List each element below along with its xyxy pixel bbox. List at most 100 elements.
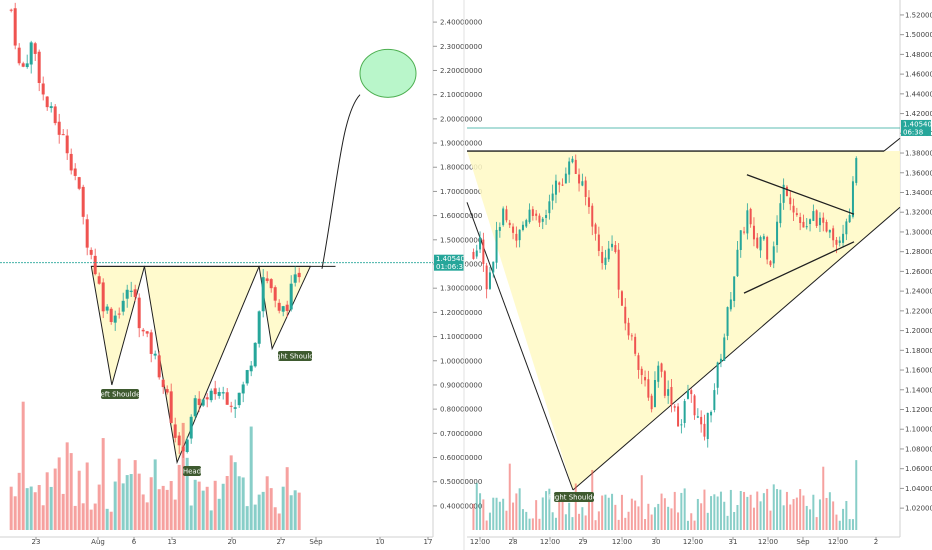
- candle-body: [525, 220, 528, 227]
- annotation-badge: [278, 351, 312, 361]
- candle-body: [281, 306, 285, 312]
- volume-bar: [815, 517, 818, 530]
- candle-body: [125, 289, 129, 299]
- volume-bar: [746, 496, 749, 530]
- candle-body: [25, 63, 29, 68]
- volume-bar: [845, 500, 848, 530]
- candle-body: [518, 229, 521, 241]
- candle-body: [482, 239, 485, 264]
- volume-bar: [779, 489, 782, 530]
- volume-bar: [502, 498, 505, 530]
- candle-body: [97, 276, 101, 284]
- candle-body: [237, 392, 241, 406]
- volume-bar: [157, 489, 161, 530]
- volume-bar: [828, 492, 831, 530]
- candle-body: [855, 158, 858, 183]
- candle-body: [229, 405, 233, 407]
- candle-body: [21, 63, 25, 67]
- candle-body: [109, 308, 113, 323]
- volume-bar: [693, 520, 696, 530]
- candle-body: [739, 230, 742, 250]
- volume-bar: [169, 481, 173, 530]
- volume-bar: [617, 519, 620, 530]
- x-tick-label: 12:00: [612, 538, 632, 546]
- volume-bar: [644, 519, 647, 530]
- volume-bar: [554, 517, 557, 530]
- candle-body: [269, 279, 273, 289]
- volume-bar: [475, 483, 478, 530]
- volume-bar: [285, 467, 289, 530]
- candle-body: [795, 213, 798, 216]
- volume-bar: [257, 494, 261, 530]
- candle-body: [73, 168, 77, 176]
- volume-bar: [69, 453, 73, 530]
- candle-body: [185, 439, 189, 452]
- candle-body: [805, 226, 808, 228]
- volume-bar: [293, 490, 297, 530]
- volume-bar: [657, 503, 660, 530]
- y-tick-label: 1.22000000: [905, 307, 932, 315]
- volume-bar: [719, 491, 722, 530]
- volume-bar: [153, 459, 157, 530]
- candle-body: [561, 184, 564, 186]
- candle-body: [41, 83, 45, 95]
- y-tick-label: 1.30000000: [905, 228, 932, 236]
- volume-bar: [802, 495, 805, 530]
- y-tick-label: 1.50000000: [905, 31, 932, 39]
- volume-bar: [161, 485, 165, 530]
- volume-bar: [125, 475, 129, 530]
- volume-bar: [561, 496, 564, 530]
- volume-bar: [217, 498, 221, 530]
- volume-bar: [29, 486, 33, 530]
- candle-body: [620, 291, 623, 306]
- candle-body: [713, 390, 716, 410]
- candle-body: [541, 218, 544, 222]
- candle-body: [531, 209, 534, 216]
- candle-body: [581, 181, 584, 186]
- candle-body: [818, 217, 821, 226]
- volume-bar: [792, 499, 795, 530]
- candle-body: [624, 306, 627, 324]
- last-price-badge: [901, 119, 931, 136]
- volume-bar: [521, 509, 524, 530]
- x-tick-label: 28: [509, 538, 518, 546]
- candle-body: [205, 397, 209, 400]
- volume-bar: [538, 518, 541, 530]
- volume-bar: [785, 491, 788, 530]
- candle-body: [121, 300, 125, 312]
- volume-bar: [281, 486, 285, 530]
- annotation-label: Head: [183, 468, 201, 476]
- volume-bar: [703, 489, 706, 530]
- candle-body: [848, 215, 851, 223]
- annotation-badge: [101, 389, 139, 399]
- volume-bar: [611, 493, 614, 530]
- y-tick-label: 1.08000000: [905, 445, 932, 453]
- y-tick-label: 1.70000000: [440, 188, 482, 196]
- candle-body: [842, 233, 845, 243]
- countdown-label: 06:38: [903, 128, 923, 136]
- volume-bar: [265, 476, 269, 530]
- volume-bar: [723, 501, 726, 530]
- volume-bar: [121, 483, 125, 530]
- volume-bar: [677, 512, 680, 530]
- volume-bar: [185, 457, 189, 530]
- candle-body: [472, 251, 475, 259]
- x-tick-label: 12:00: [470, 538, 490, 546]
- volume-bar: [680, 492, 683, 530]
- candle-body: [193, 398, 197, 417]
- candle-body: [578, 174, 581, 184]
- candle-body: [105, 306, 109, 311]
- volume-bar: [594, 520, 597, 530]
- candle-body: [746, 210, 749, 234]
- y-tick-label: 2.10000000: [440, 91, 482, 99]
- volume-bar: [93, 503, 97, 530]
- candle-body: [528, 209, 531, 223]
- volume-bar: [109, 511, 113, 530]
- volume-bar: [482, 499, 485, 530]
- candle-body: [677, 406, 680, 427]
- triangle-lower-line: [743, 241, 855, 294]
- y-tick-label: 1.10000000: [440, 333, 482, 341]
- y-tick-label: 1.00000000: [440, 357, 482, 365]
- volume-bar: [45, 472, 49, 530]
